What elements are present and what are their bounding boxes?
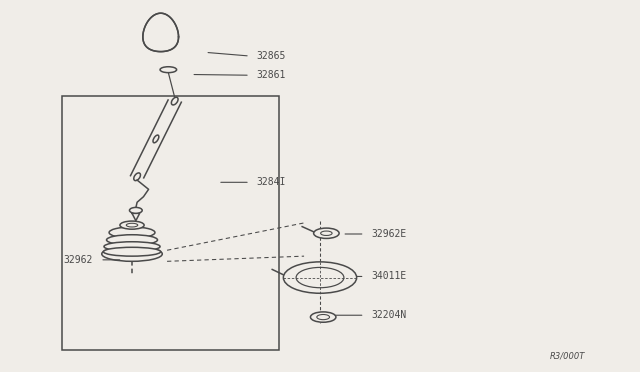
Text: 32865: 32865 [256,51,285,61]
Ellipse shape [284,262,356,293]
Bar [62,96,278,350]
Ellipse shape [310,312,336,322]
Text: 34011E: 34011E [371,272,406,282]
Ellipse shape [153,135,159,143]
Ellipse shape [129,208,142,213]
Text: 32204N: 32204N [371,310,406,320]
Text: 32962: 32962 [64,255,93,265]
Ellipse shape [160,67,177,73]
Ellipse shape [104,242,160,251]
Ellipse shape [106,235,157,245]
Text: 3284I: 3284I [256,177,285,187]
Polygon shape [143,13,179,52]
Ellipse shape [134,173,140,181]
Ellipse shape [109,227,155,238]
Text: 32962E: 32962E [371,229,406,239]
Text: R3/000T: R3/000T [549,351,585,360]
Ellipse shape [103,247,161,256]
Text: 32861: 32861 [256,70,285,80]
Ellipse shape [120,221,144,229]
Ellipse shape [102,247,163,261]
Ellipse shape [314,228,339,238]
Ellipse shape [172,97,178,105]
